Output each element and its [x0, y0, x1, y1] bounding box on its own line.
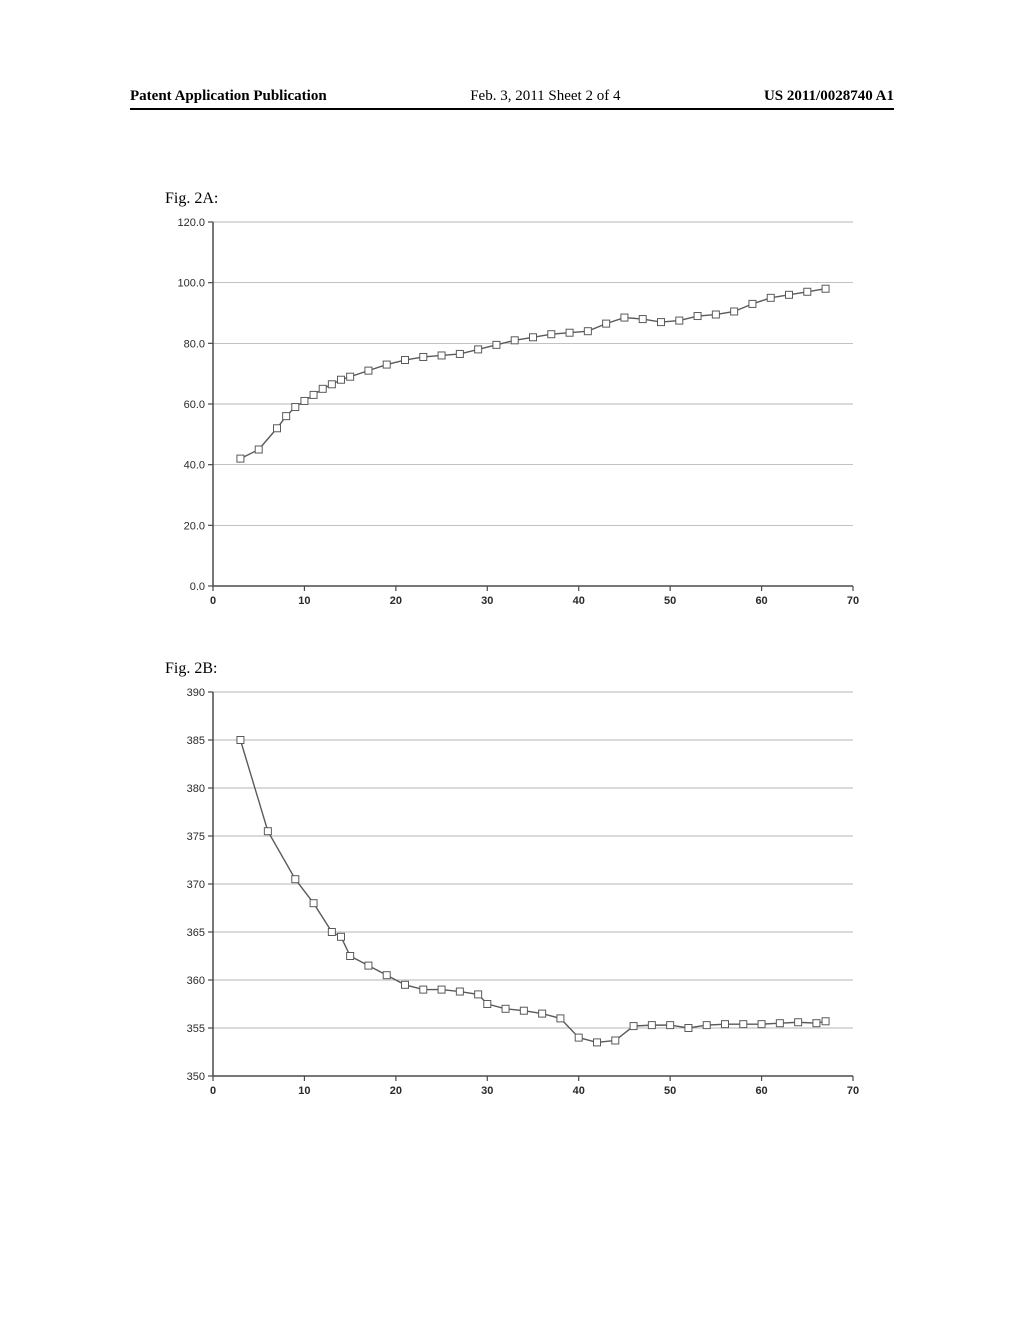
- figure-2b-chart: 0 10 20 30 40 50 60 70 350 355 360 365 370 375 380 385 3…: [165, 684, 865, 1104]
- svg-text:20: 20: [390, 1085, 402, 1097]
- svg-text:40: 40: [573, 1085, 585, 1097]
- header-rule: [130, 108, 894, 110]
- svg-text:380: 380: [187, 783, 205, 795]
- svg-text:20: 20: [390, 595, 402, 607]
- figure-2a-chart: 0 10 20 30 40 50 60 70 0.0 20.0 40.0 60.0 80.0 100.0 1…: [165, 214, 865, 614]
- svg-text:365: 365: [187, 927, 205, 939]
- svg-text:40: 40: [573, 595, 585, 607]
- svg-text:70: 70: [847, 595, 859, 607]
- page-header: Patent Application Publication Feb. 3, 2…: [130, 88, 894, 105]
- svg-text:360: 360: [187, 975, 205, 987]
- svg-text:370: 370: [187, 879, 205, 891]
- svg-text:20.0: 20.0: [184, 520, 205, 532]
- svg-text:70: 70: [847, 1085, 859, 1097]
- figure-2b-label: Fig. 2B:: [165, 660, 865, 678]
- figure-2a-block: Fig. 2A: 0 10 20 30 40 50 60 70 0.0 20.0 40.0 60.0 8…: [165, 190, 865, 614]
- svg-text:10: 10: [298, 595, 310, 607]
- svg-text:30: 30: [481, 595, 493, 607]
- header-right: US 2011/0028740 A1: [764, 88, 894, 105]
- svg-text:10: 10: [298, 1085, 310, 1097]
- svg-text:0: 0: [210, 595, 216, 607]
- svg-text:40.0: 40.0: [184, 460, 205, 472]
- svg-text:50: 50: [664, 1085, 676, 1097]
- svg-text:100.0: 100.0: [177, 278, 205, 290]
- svg-text:355: 355: [187, 1023, 205, 1035]
- svg-text:0: 0: [210, 1085, 216, 1097]
- svg-text:60.0: 60.0: [184, 399, 205, 411]
- svg-text:350: 350: [187, 1071, 205, 1083]
- svg-text:60: 60: [755, 595, 767, 607]
- svg-text:50: 50: [664, 595, 676, 607]
- header-center: Feb. 3, 2011 Sheet 2 of 4: [470, 88, 620, 105]
- svg-text:80.0: 80.0: [184, 338, 205, 350]
- svg-text:60: 60: [755, 1085, 767, 1097]
- svg-text:390: 390: [187, 687, 205, 699]
- header-left: Patent Application Publication: [130, 88, 327, 105]
- figure-2a-label: Fig. 2A:: [165, 190, 865, 208]
- svg-text:30: 30: [481, 1085, 493, 1097]
- svg-text:375: 375: [187, 831, 205, 843]
- svg-text:120.0: 120.0: [177, 217, 205, 229]
- svg-text:0.0: 0.0: [190, 581, 205, 593]
- figure-2b-block: Fig. 2B: 0 10 20 30 40 50 60 70 350 355 360 365 370 3…: [165, 660, 865, 1104]
- svg-text:385: 385: [187, 735, 205, 747]
